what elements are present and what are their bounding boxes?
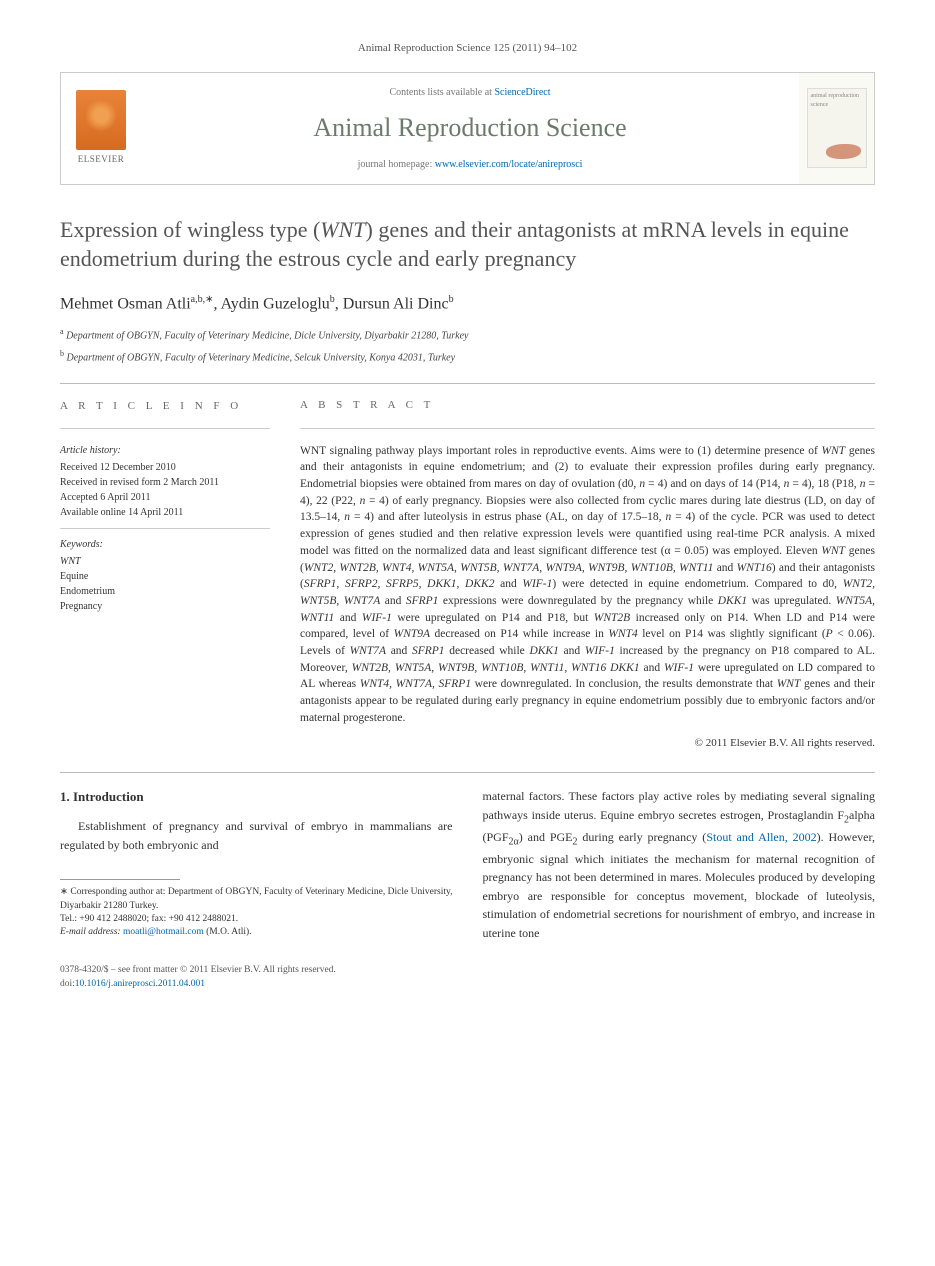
homepage-line: journal homepage: www.elsevier.com/locat… bbox=[358, 157, 583, 172]
elsevier-tree-icon bbox=[76, 90, 126, 150]
history-title: Article history: bbox=[60, 443, 270, 458]
footnote-tel: Tel.: +90 412 2488020; fax: +90 412 2488… bbox=[60, 913, 453, 926]
history-block: Article history: Received 12 December 20… bbox=[60, 443, 270, 529]
contents-available-line: Contents lists available at ScienceDirec… bbox=[389, 85, 550, 100]
homepage-prefix: journal homepage: bbox=[358, 159, 435, 170]
body-col-right: maternal factors. These factors play act… bbox=[483, 787, 876, 942]
affil-text-b: Department of OBGYN, Faculty of Veterina… bbox=[67, 352, 456, 363]
affil-sup-b: b bbox=[60, 349, 64, 358]
intro-para-right: maternal factors. These factors play act… bbox=[483, 787, 876, 942]
article-info-col: A R T I C L E I N F O Article history: R… bbox=[60, 398, 270, 752]
keywords-title: Keywords: bbox=[60, 537, 270, 552]
body-columns: 1. Introduction Establishment of pregnan… bbox=[60, 787, 875, 942]
abstract-rule bbox=[300, 428, 875, 429]
article-info-label: A R T I C L E I N F O bbox=[60, 398, 270, 415]
elsevier-logo[interactable]: ELSEVIER bbox=[61, 73, 141, 184]
elsevier-label: ELSEVIER bbox=[78, 153, 125, 167]
homepage-link[interactable]: www.elsevier.com/locate/anireprosci bbox=[435, 159, 583, 170]
keyword-1: Equine bbox=[60, 569, 270, 584]
info-abstract-row: A R T I C L E I N F O Article history: R… bbox=[60, 398, 875, 752]
info-rule-1 bbox=[60, 428, 270, 429]
doi-prefix: doi: bbox=[60, 979, 75, 989]
journal-cover-thumb[interactable]: animal reproduction science bbox=[799, 73, 874, 184]
footnote-corresponding: ∗ Corresponding author at: Department of… bbox=[60, 886, 453, 913]
journal-cover-icon: animal reproduction science bbox=[807, 88, 867, 168]
abstract-col: A B S T R A C T WNT signaling pathway pl… bbox=[300, 398, 875, 752]
header-citation: Animal Reproduction Science 125 (2011) 9… bbox=[60, 40, 875, 57]
journal-name: Animal Reproduction Science bbox=[313, 108, 626, 147]
keyword-2: Endometrium bbox=[60, 584, 270, 599]
header-center: Contents lists available at ScienceDirec… bbox=[141, 73, 799, 184]
abstract-label: A B S T R A C T bbox=[300, 398, 875, 414]
email-label: E-mail address: bbox=[60, 927, 121, 937]
keywords-block: Keywords: WNT Equine Endometrium Pregnan… bbox=[60, 537, 270, 614]
keyword-3: Pregnancy bbox=[60, 599, 270, 614]
intro-para-left: Establishment of pregnancy and survival … bbox=[60, 817, 453, 854]
history-received: Received 12 December 2010 bbox=[60, 460, 270, 475]
corresponding-footnote: ∗ Corresponding author at: Department of… bbox=[60, 886, 453, 939]
footer-doi-line: doi:10.1016/j.anireprosci.2011.04.001 bbox=[60, 977, 875, 991]
history-revised: Received in revised form 2 March 2011 bbox=[60, 475, 270, 490]
affiliation-a: a Department of OBGYN, Faculty of Veteri… bbox=[60, 326, 875, 343]
sciencedirect-link[interactable]: ScienceDirect bbox=[494, 87, 550, 98]
section-1-heading: 1. Introduction bbox=[60, 787, 453, 807]
body-col-left: 1. Introduction Establishment of pregnan… bbox=[60, 787, 453, 942]
history-accepted: Accepted 6 April 2011 bbox=[60, 490, 270, 505]
affiliation-b: b Department of OBGYN, Faculty of Veteri… bbox=[60, 348, 875, 365]
footer-front-matter: 0378-4320/$ – see front matter © 2011 El… bbox=[60, 963, 875, 977]
authors-line: Mehmet Osman Atlia,b,∗, Aydin Guzeloglub… bbox=[60, 292, 875, 316]
journal-header-box: ELSEVIER Contents lists available at Sci… bbox=[60, 72, 875, 185]
keyword-0: WNT bbox=[60, 554, 270, 569]
article-title: Expression of wingless type (WNT) genes … bbox=[60, 215, 875, 274]
history-online: Available online 14 April 2011 bbox=[60, 505, 270, 520]
email-link[interactable]: moatli@hotmail.com bbox=[123, 927, 204, 937]
rule-bottom bbox=[60, 772, 875, 773]
contents-prefix: Contents lists available at bbox=[389, 87, 494, 98]
doi-link[interactable]: 10.1016/j.anireprosci.2011.04.001 bbox=[75, 979, 205, 989]
affil-text-a: Department of OBGYN, Faculty of Veterina… bbox=[66, 331, 468, 342]
email-name: (M.O. Atli). bbox=[206, 927, 251, 937]
footer-block: 0378-4320/$ – see front matter © 2011 El… bbox=[60, 963, 875, 992]
copyright-line: © 2011 Elsevier B.V. All rights reserved… bbox=[300, 736, 875, 752]
abstract-text: WNT signaling pathway plays important ro… bbox=[300, 443, 875, 726]
footnote-separator bbox=[60, 879, 180, 880]
footnote-email-line: E-mail address: moatli@hotmail.com (M.O.… bbox=[60, 926, 453, 939]
rule-top bbox=[60, 383, 875, 384]
affil-sup-a: a bbox=[60, 327, 64, 336]
